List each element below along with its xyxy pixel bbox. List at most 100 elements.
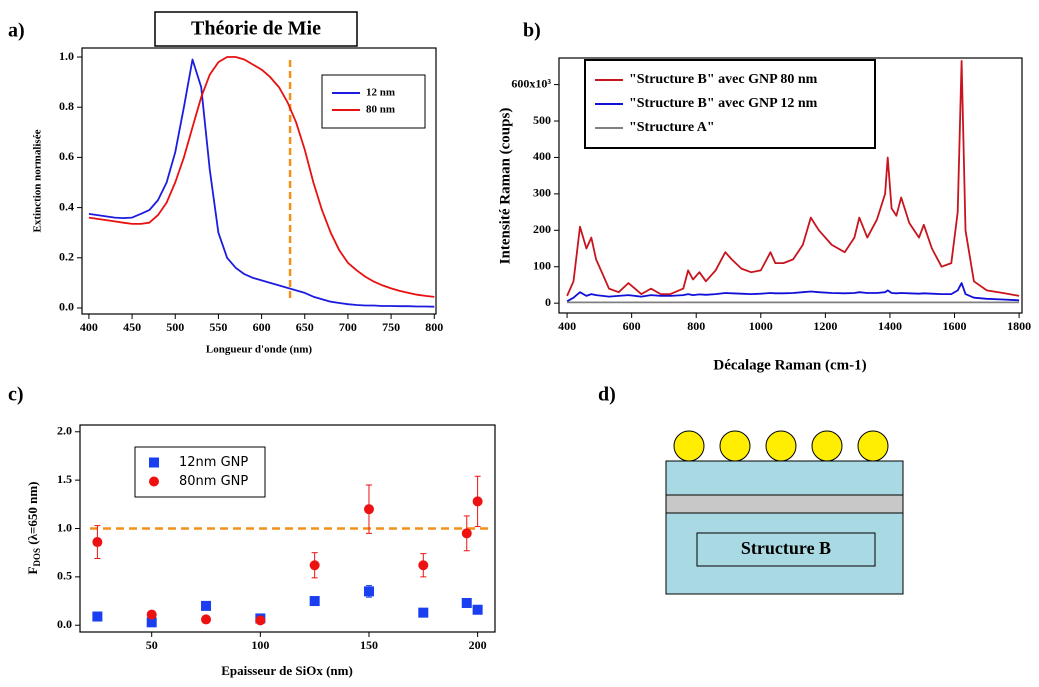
y-tick-label: 300 <box>533 186 551 200</box>
x-tick-label: 600 <box>623 319 641 333</box>
x-tick-label: 600 <box>253 320 271 334</box>
point <box>472 604 483 615</box>
plot-frame <box>558 57 1023 314</box>
x-tick-label: 750 <box>382 320 400 334</box>
x-tick-label: 400 <box>80 320 98 334</box>
y-tick-label: 500 <box>533 113 551 127</box>
point <box>461 528 472 539</box>
nanoparticle <box>857 430 889 462</box>
y-axis-label-main: F <box>25 566 40 574</box>
legend-label: "Structure A" <box>629 120 715 135</box>
y-axis-label: Intensité Raman (coups) <box>497 108 513 265</box>
point <box>92 611 103 622</box>
y-tick-label: 0.2 <box>59 250 74 264</box>
legend-label: 12nm GNP <box>179 455 248 470</box>
point <box>472 496 483 507</box>
x-tick-label: 1000 <box>749 319 773 333</box>
point <box>418 560 429 571</box>
data-line <box>566 60 1020 297</box>
point <box>309 596 320 607</box>
legend-label: 80 nm <box>366 104 395 116</box>
point <box>146 609 157 620</box>
legend-box <box>584 59 876 149</box>
x-axis-label: Epaisseur de SiOx (nm) <box>221 663 353 678</box>
point <box>363 586 374 597</box>
point <box>92 537 103 548</box>
y-tick-label: 0.0 <box>57 617 72 631</box>
nanoparticle <box>673 430 705 462</box>
y-tick-label: 0.6 <box>59 149 74 163</box>
chart-title: Théorie de Mie <box>191 18 321 40</box>
y-tick-label: 600x10³ <box>511 76 551 90</box>
diagram-label: Structure B <box>741 538 831 558</box>
x-tick-label: 800 <box>687 319 705 333</box>
x-tick-label: 1800 <box>1007 319 1031 333</box>
substrate <box>665 460 904 595</box>
x-tick-label: 50 <box>146 638 158 652</box>
x-tick-label: 1400 <box>878 319 902 333</box>
legend-label: 12 nm <box>366 87 395 99</box>
x-tick-label: 550 <box>209 320 227 334</box>
data-line <box>566 282 1020 303</box>
y-tick-label: 2.0 <box>57 424 72 438</box>
y-tick-label: 0.8 <box>59 99 74 113</box>
point <box>363 504 374 515</box>
x-tick-label: 100 <box>251 638 269 652</box>
panel-label: a) <box>8 20 25 42</box>
y-tick-label: 200 <box>533 222 551 236</box>
data-line <box>88 58 435 308</box>
x-tick-label: 650 <box>296 320 314 334</box>
y-tick-label: 400 <box>533 149 551 163</box>
y-tick-label: 0.5 <box>57 569 72 583</box>
point <box>201 614 212 625</box>
point <box>201 600 212 611</box>
y-axis-label-rest: (λ=650 nm) <box>25 482 40 549</box>
nanoparticle <box>765 430 797 462</box>
structure-diagram: Structure B <box>665 430 904 595</box>
x-tick-label: 500 <box>166 320 184 334</box>
y-axis-label-sub: DOS <box>32 548 42 567</box>
legend-swatch <box>149 476 159 487</box>
x-axis-label: Longueur d'onde (nm) <box>206 344 312 356</box>
plot-frame <box>81 47 437 315</box>
y-tick-label: 1.5 <box>57 472 72 486</box>
y-tick-label: 0.4 <box>59 199 74 213</box>
panel-label: b) <box>523 20 541 42</box>
y-tick-label: 1.0 <box>59 49 74 63</box>
y-tick-label: 0 <box>545 295 551 309</box>
panel-label: c) <box>8 384 24 406</box>
point <box>418 607 429 618</box>
label-box <box>696 532 876 567</box>
legend-label: 80nm GNP <box>179 474 248 489</box>
nanoparticle <box>811 430 843 462</box>
legend-box <box>321 74 426 129</box>
y-axis-label: FDOS (λ=650 nm) <box>25 482 42 575</box>
x-tick-label: 200 <box>469 638 487 652</box>
x-tick-label: 150 <box>360 638 378 652</box>
x-tick-label: 1600 <box>943 319 967 333</box>
panel-label: d) <box>598 384 616 406</box>
x-axis-label: Décalage Raman (cm-1) <box>713 357 866 373</box>
point <box>461 597 472 608</box>
oxide-layer <box>665 494 904 514</box>
x-tick-label: 1200 <box>813 319 837 333</box>
x-tick-label: 800 <box>425 320 443 334</box>
data-line <box>88 56 435 298</box>
x-tick-label: 400 <box>558 319 576 333</box>
title-box <box>154 11 358 47</box>
point <box>309 560 320 571</box>
legend-label: "Structure B" avec GNP 80 nm <box>629 72 818 87</box>
y-tick-label: 1.0 <box>57 520 72 534</box>
legend-swatch <box>149 457 159 468</box>
point <box>255 615 266 626</box>
x-tick-label: 700 <box>339 320 357 334</box>
x-tick-label: 450 <box>123 320 141 334</box>
point <box>146 617 157 628</box>
y-tick-label: 0.0 <box>59 300 74 314</box>
y-axis-label: Extinction normalisée <box>32 129 44 232</box>
legend-box <box>134 446 266 498</box>
nanoparticle <box>719 430 751 462</box>
legend-label: "Structure B" avec GNP 12 nm <box>629 96 818 111</box>
